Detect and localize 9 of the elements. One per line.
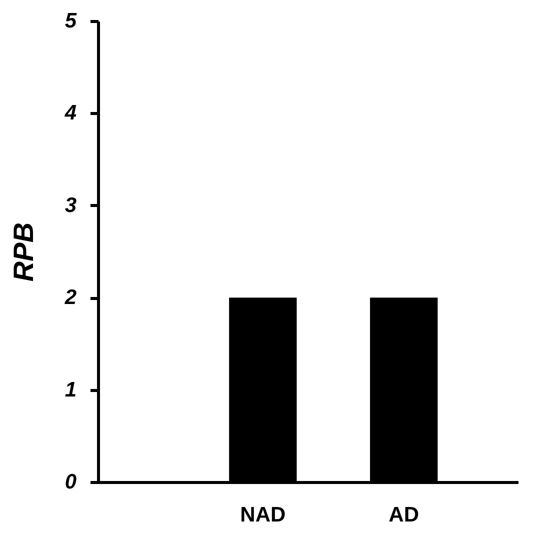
y-axis-title: RPB bbox=[8, 222, 39, 282]
y-tick-label: 4 bbox=[64, 102, 77, 125]
y-tick-label: 3 bbox=[64, 194, 77, 217]
y-tick-label: 2 bbox=[64, 286, 77, 310]
y-tick-label: 5 bbox=[64, 10, 77, 32]
x-tick-label: NAD bbox=[240, 504, 286, 526]
y-tick-label: 1 bbox=[64, 378, 76, 402]
x-tick-label: AD bbox=[388, 504, 420, 526]
y-tick-label: 0 bbox=[64, 470, 77, 494]
